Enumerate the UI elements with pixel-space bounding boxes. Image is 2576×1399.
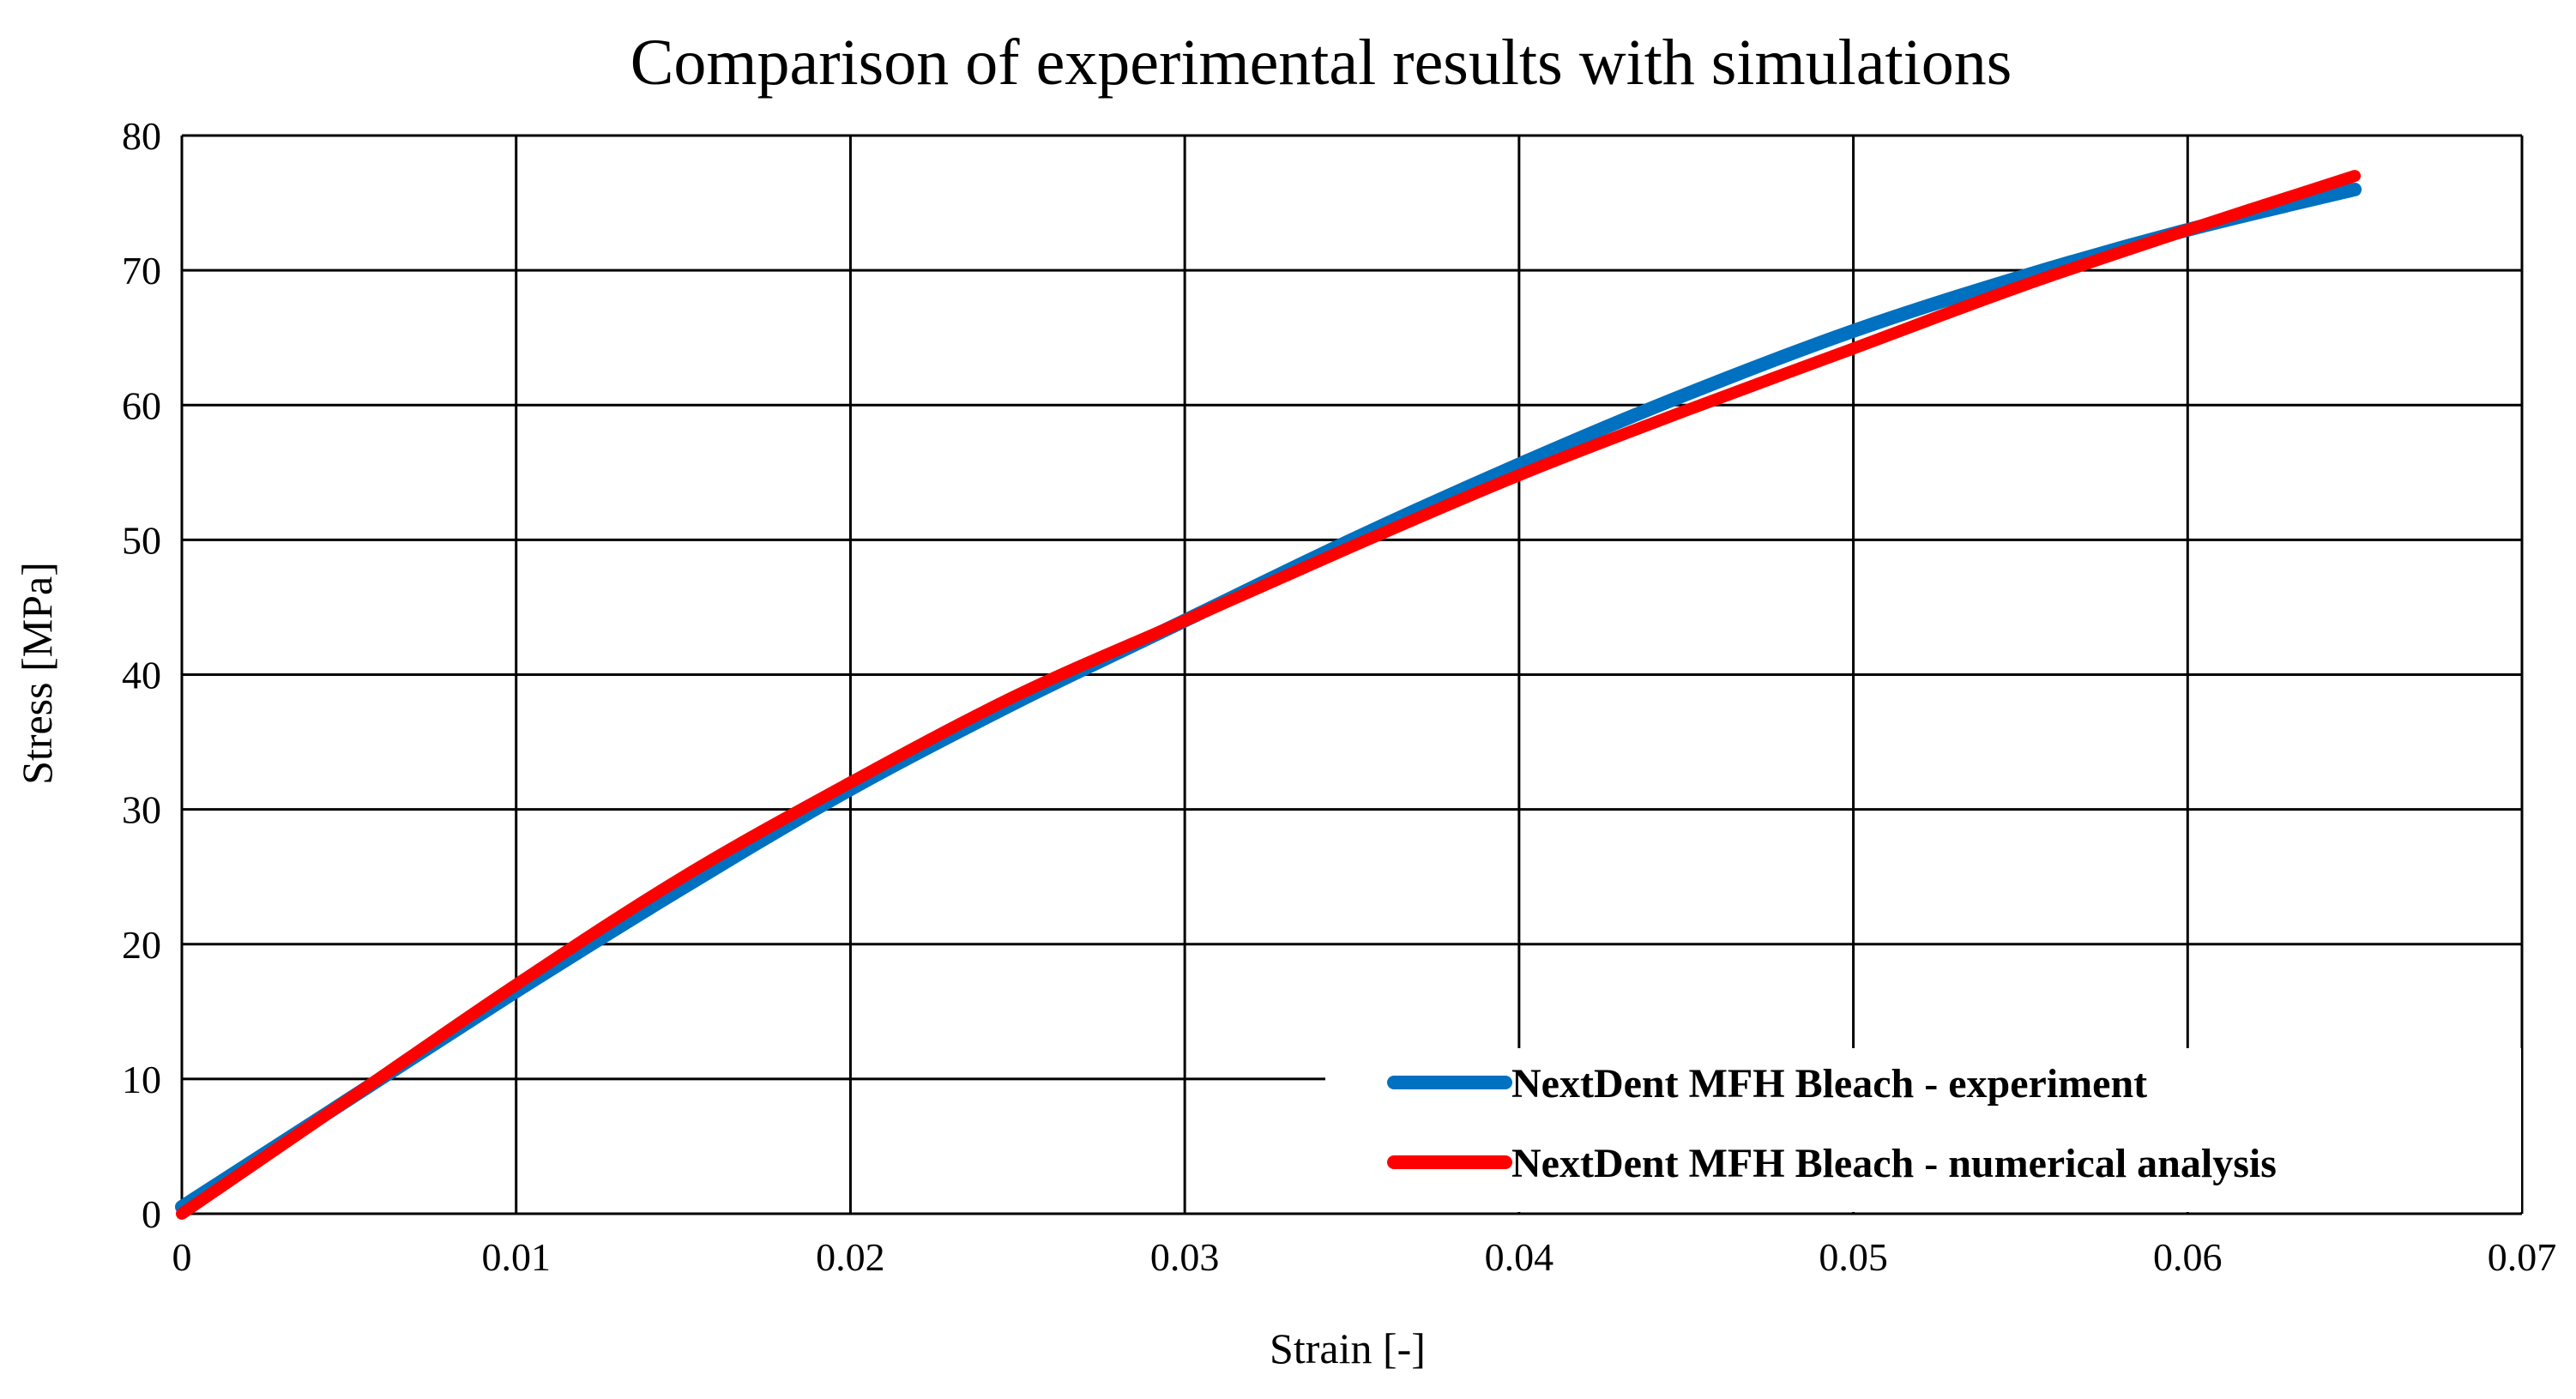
y-tick-label: 70 bbox=[122, 249, 161, 292]
data-point bbox=[2018, 274, 2024, 280]
data-point bbox=[680, 884, 686, 890]
x-tick-labels: 0 0.01 0.02 0.03 0.04 0.05 0.06 0.07 bbox=[172, 1235, 2557, 1279]
y-axis-title: Stress [MPa] bbox=[13, 562, 61, 785]
x-tick-label: 0.04 bbox=[1485, 1235, 1554, 1279]
data-point bbox=[848, 780, 854, 786]
x-tick-label: 0.03 bbox=[1150, 1235, 1220, 1279]
data-point bbox=[1850, 328, 1856, 334]
legend-label: NextDent MFH Bleach - experiment bbox=[1511, 1061, 2147, 1107]
y-tick-label: 10 bbox=[122, 1058, 161, 1101]
x-tick-label: 0.05 bbox=[1819, 1235, 1888, 1279]
y-tick-label: 80 bbox=[122, 114, 161, 158]
x-tick-label: 0.07 bbox=[2488, 1235, 2557, 1279]
data-point bbox=[1850, 346, 1856, 352]
y-tick-label: 30 bbox=[122, 788, 161, 832]
x-axis-title: Strain [-] bbox=[1270, 1324, 1426, 1372]
data-point bbox=[346, 1096, 352, 1102]
legend: NextDent MFH Bleach - experiment NextDent… bbox=[1325, 1048, 2521, 1212]
data-point bbox=[1349, 544, 1354, 550]
data-point bbox=[1015, 692, 1021, 698]
data-point bbox=[179, 1211, 184, 1216]
y-tick-label: 0 bbox=[142, 1192, 161, 1236]
data-point bbox=[513, 981, 519, 987]
x-tick-label: 0.06 bbox=[2153, 1235, 2223, 1279]
legend-box bbox=[1325, 1048, 2521, 1212]
legend-label: NextDent MFH Bleach - numerical analysis bbox=[1511, 1141, 2277, 1186]
y-tick-label: 60 bbox=[122, 383, 161, 427]
series-line-numerical-analysis bbox=[176, 170, 2362, 1220]
data-point bbox=[2018, 284, 2024, 289]
x-tick-label: 0.01 bbox=[481, 1235, 551, 1279]
data-point bbox=[2185, 227, 2191, 232]
y-tick-label: 50 bbox=[122, 518, 161, 562]
y-tick-label: 40 bbox=[122, 654, 161, 697]
data-point bbox=[1516, 461, 1522, 467]
data-point bbox=[2352, 173, 2358, 179]
data-point bbox=[1182, 618, 1188, 624]
data-point bbox=[2352, 186, 2358, 192]
x-tick-label: 0 bbox=[172, 1235, 192, 1279]
y-tick-label: 20 bbox=[122, 923, 161, 967]
data-point bbox=[680, 874, 686, 880]
series bbox=[175, 170, 2362, 1220]
data-point bbox=[1683, 407, 1689, 413]
chart-title: Comparison of experimental results with … bbox=[630, 27, 2012, 99]
x-tick-label: 0.02 bbox=[816, 1235, 885, 1279]
data-point bbox=[1683, 391, 1689, 397]
y-tick-labels: 0 10 20 30 40 50 60 70 80 bbox=[122, 114, 161, 1236]
data-point bbox=[1516, 473, 1522, 478]
